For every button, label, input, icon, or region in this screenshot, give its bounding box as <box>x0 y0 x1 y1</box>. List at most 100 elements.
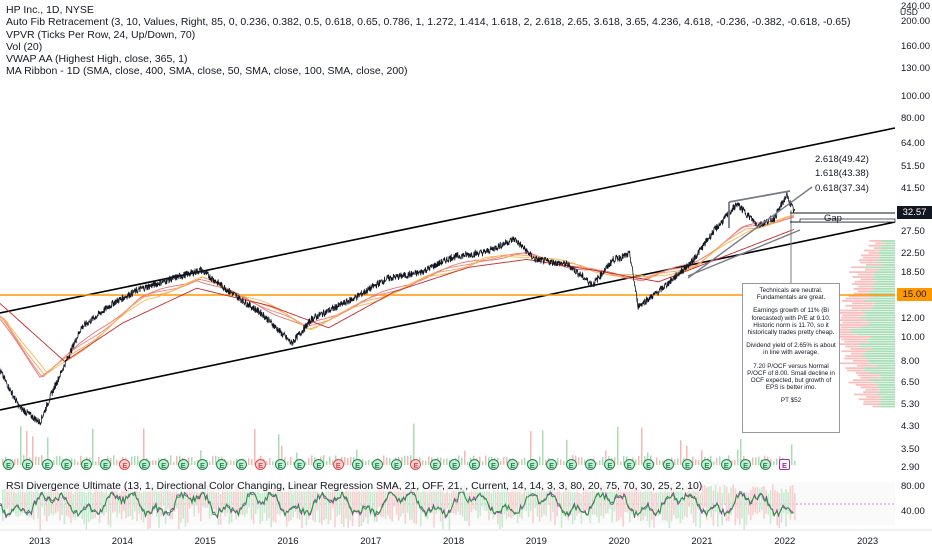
rsi-histogram-bar <box>745 492 748 525</box>
earnings-marker[interactable]: E <box>352 459 364 470</box>
volume-bar <box>614 457 616 465</box>
earnings-marker[interactable]: E <box>80 459 92 470</box>
rsi-histogram-bar <box>191 485 193 507</box>
volume-profile-bar <box>876 280 895 283</box>
indicator-vwap[interactable]: VWAP AA (Highest High, close, 365, 1) <box>6 53 188 66</box>
symbol-title[interactable]: HP Inc., 1D, NYSE <box>6 4 94 16</box>
earnings-marker[interactable]: E <box>138 459 150 470</box>
volume-profile-bar <box>858 343 895 345</box>
volume-bar <box>599 460 601 465</box>
rsi-histogram-bar <box>120 490 123 520</box>
rsi-histogram-bar <box>109 492 112 528</box>
level-price-tag: 15.00 <box>897 288 932 301</box>
earnings-marker[interactable]: E <box>197 459 208 470</box>
volume-bar <box>344 457 346 465</box>
volume-profile-bar <box>869 290 895 293</box>
earnings-marker[interactable]: E <box>468 459 480 470</box>
price-axis-tick: 100.00 <box>901 91 930 102</box>
rsi-histogram-bar <box>178 492 180 530</box>
earnings-marker[interactable]: E <box>391 459 402 470</box>
rsi-histogram-bar <box>360 489 363 526</box>
earnings-marker[interactable]: E <box>22 459 34 470</box>
earnings-marker[interactable]: E <box>565 459 577 470</box>
earnings-marker[interactable]: E <box>313 459 325 470</box>
volume-profile-bar <box>832 324 868 326</box>
rsi-histogram-bar <box>19 489 22 516</box>
volume-bar <box>17 458 19 465</box>
rsi-histogram-bar <box>734 488 737 526</box>
rsi-histogram-bar <box>545 490 547 517</box>
earnings-marker[interactable]: E <box>410 459 422 470</box>
indicator-ma-ribbon[interactable]: MA Ribbon - 1D (SMA, close, 400, SMA, cl… <box>6 65 408 78</box>
rsi-histogram-bar <box>310 488 312 512</box>
upcoming-earnings-marker[interactable]: E <box>779 459 790 470</box>
earnings-marker[interactable]: E <box>604 459 616 470</box>
volume-profile-bar <box>867 324 895 326</box>
earnings-marker[interactable]: E <box>585 459 596 470</box>
earnings-marker[interactable]: E <box>546 459 558 470</box>
analysis-note[interactable]: Technicals are neutral. Fundamentals are… <box>742 283 840 433</box>
earnings-marker[interactable]: E <box>41 459 53 470</box>
earnings-marker[interactable]: E <box>3 459 14 470</box>
volume-bar <box>659 460 661 465</box>
price-axis-tick: 5.30 <box>901 399 920 410</box>
earnings-marker[interactable]: E <box>643 459 655 470</box>
rsi-histogram-bar <box>508 491 510 518</box>
earnings-marker[interactable]: E <box>216 459 228 470</box>
earnings-marker[interactable]: E <box>740 459 752 470</box>
earnings-marker[interactable]: E <box>61 459 73 470</box>
fib-trend-line <box>728 190 791 203</box>
volume-profile-bar <box>865 319 895 321</box>
volume-profile-bar <box>867 338 895 341</box>
volume-bar <box>71 458 73 465</box>
earnings-marker[interactable]: E <box>701 459 713 470</box>
earnings-marker[interactable]: E <box>682 459 693 470</box>
volume-profile-bar <box>872 348 895 350</box>
rsi-histogram-bar <box>365 487 367 518</box>
indicator-vpvr[interactable]: VPVR (Ticks Per Row, 24, Up/Down, 70) <box>6 28 196 41</box>
earnings-marker[interactable]: E <box>100 459 111 470</box>
earnings-marker[interactable]: E <box>449 459 461 470</box>
earnings-marker[interactable]: E <box>274 459 286 470</box>
earnings-marker[interactable]: E <box>488 459 499 470</box>
earnings-marker[interactable]: E <box>623 459 635 470</box>
volume-bar <box>641 427 643 465</box>
earnings-marker[interactable]: E <box>332 459 344 470</box>
rsi-histogram-bar <box>497 490 499 525</box>
earnings-marker[interactable]: E <box>526 459 538 470</box>
rsi-histogram-bar <box>294 484 297 513</box>
earnings-marker[interactable]: E <box>759 459 771 470</box>
volume-bar <box>80 456 82 465</box>
earnings-marker[interactable]: E <box>255 459 267 470</box>
indicator-fib[interactable]: Auto Fib Retracement (3, 10, Values, Rig… <box>6 16 851 29</box>
rsi-histogram-bar <box>131 486 134 520</box>
rsi-legend[interactable]: RSI Divergence Ultimate (13, 1, Directio… <box>6 480 703 492</box>
earnings-marker[interactable]: E <box>177 459 189 470</box>
volume-profile-bar <box>858 285 872 288</box>
volume-profile-bar <box>860 376 881 379</box>
earnings-marker[interactable]: E <box>158 459 170 470</box>
indicator-vol[interactable]: Vol (20) <box>6 40 43 53</box>
rsi-histogram-bar <box>516 487 519 523</box>
earnings-marker[interactable]: E <box>235 459 247 470</box>
earnings-marker[interactable]: E <box>371 459 383 470</box>
earnings-marker[interactable]: E <box>429 459 441 470</box>
earnings-marker[interactable]: E <box>119 459 131 470</box>
earnings-marker[interactable]: E <box>720 459 732 470</box>
rsi-histogram-bar <box>668 492 671 529</box>
rsi-histogram-bar <box>180 487 182 523</box>
volume-bar <box>332 460 334 465</box>
volume-profile-bar <box>851 352 865 355</box>
volume-bar <box>14 458 16 465</box>
volume-profile-bar <box>868 244 881 247</box>
rsi-histogram-bar <box>343 491 345 528</box>
rsi-histogram-bar <box>136 489 138 521</box>
rsi-histogram-bar <box>347 490 349 528</box>
earnings-marker[interactable]: E <box>294 459 305 470</box>
rsi-histogram-bar <box>338 488 341 515</box>
volume-profile-bar <box>875 261 895 264</box>
earnings-marker[interactable]: E <box>507 459 519 470</box>
volume-profile-bar <box>853 292 868 295</box>
earnings-marker[interactable]: E <box>662 459 674 470</box>
